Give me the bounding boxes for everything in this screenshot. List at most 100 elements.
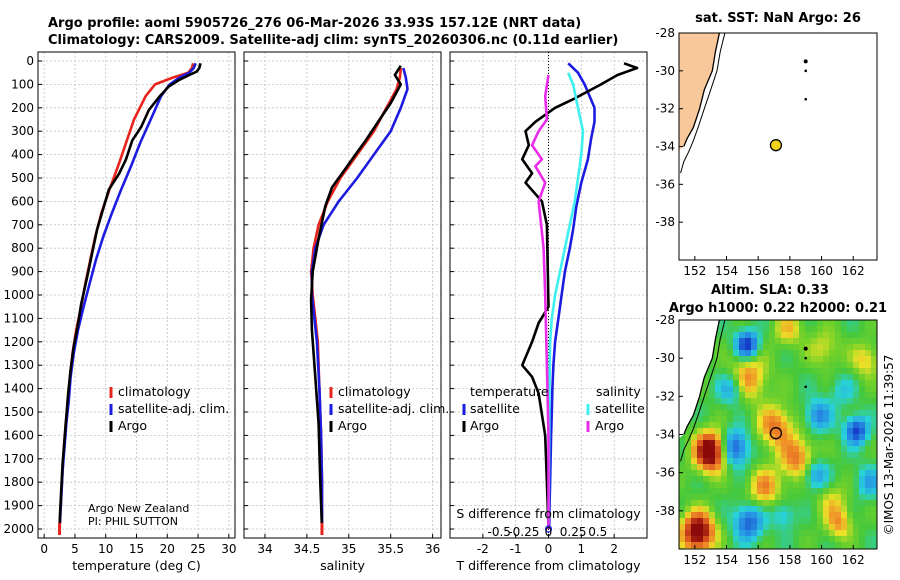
- sla-cell: [775, 350, 782, 357]
- sla-cell: [787, 476, 794, 483]
- sla-cell: [859, 362, 866, 369]
- sla-cell: [697, 458, 704, 465]
- sla-cell: [811, 362, 818, 369]
- sla-cell: [733, 542, 740, 549]
- sla-cell: [775, 500, 782, 507]
- sla-cell: [775, 434, 782, 441]
- sla-cell: [841, 470, 848, 477]
- sla-cell: [823, 470, 830, 477]
- salinity-xtick-label: 34.5: [294, 542, 321, 556]
- sal-legend-clim: climatology: [338, 384, 411, 399]
- sla-cell: [835, 398, 842, 405]
- sla-cell: [847, 536, 854, 543]
- sla-cell: [841, 350, 848, 357]
- sla-cell: [679, 476, 686, 483]
- sla-cell: [715, 362, 722, 369]
- sla-cell: [811, 326, 818, 333]
- sla-cell: [787, 398, 794, 405]
- sla-cell: [859, 404, 866, 411]
- sla-cell: [763, 332, 770, 339]
- depth-tick-label: 800: [11, 241, 34, 255]
- sla-cell: [733, 476, 740, 483]
- sla-cell: [871, 518, 877, 525]
- sla-cell: [865, 440, 872, 447]
- depth-tick-label: 1900: [3, 499, 34, 513]
- sla-cell: [703, 506, 710, 513]
- sla-cell: [847, 320, 854, 327]
- sla-cell: [757, 392, 764, 399]
- sla-cell: [823, 368, 830, 375]
- sla-cell: [853, 344, 860, 351]
- sla-cell: [823, 350, 830, 357]
- sla-cell: [865, 518, 872, 525]
- sla-cell: [691, 416, 698, 423]
- sst-map-xtick-label: 152: [683, 264, 706, 278]
- sla-cell: [817, 500, 824, 507]
- sla-cell: [823, 326, 830, 333]
- sla-cell: [733, 338, 740, 345]
- sla-cell: [829, 386, 836, 393]
- sla-cell: [871, 476, 877, 483]
- sla-cell: [703, 458, 710, 465]
- sla-cell: [793, 518, 800, 525]
- sla-cell: [859, 332, 866, 339]
- sla-cell: [865, 494, 872, 501]
- depth-tick-label: 1600: [3, 428, 34, 442]
- sla-cell: [763, 476, 770, 483]
- figure-title-line1: Argo profile: aoml 5905726_276 06-Mar-20…: [48, 16, 581, 31]
- sla-cell: [745, 446, 752, 453]
- sla-cell: [847, 398, 854, 405]
- sla-cell: [733, 464, 740, 471]
- sla-cell: [847, 470, 854, 477]
- sla-cell: [811, 464, 818, 471]
- sla-cell: [781, 374, 788, 381]
- depth-tick-label: 600: [11, 194, 34, 208]
- sla-cell: [829, 380, 836, 387]
- sla-cell: [781, 338, 788, 345]
- sla-cell: [775, 404, 782, 411]
- sla-cell: [817, 452, 824, 459]
- sla-cell: [769, 446, 776, 453]
- sla-cell: [829, 536, 836, 543]
- sla-cell: [769, 536, 776, 543]
- sla-cell: [787, 530, 794, 537]
- sla-cell: [829, 422, 836, 429]
- sla-cell: [763, 488, 770, 495]
- sla-cell: [757, 512, 764, 519]
- sla-cell: [817, 392, 824, 399]
- sla-cell: [775, 446, 782, 453]
- sla-cell: [805, 494, 812, 501]
- sla-cell: [715, 338, 722, 345]
- sla-cell: [829, 494, 836, 501]
- sla-cell: [853, 356, 860, 363]
- sla-cell: [715, 470, 722, 477]
- sla-cell: [703, 380, 710, 387]
- sla-cell: [787, 524, 794, 531]
- sla-cell: [793, 494, 800, 501]
- sla-cell: [775, 356, 782, 363]
- sla-cell: [853, 332, 860, 339]
- sla-cell: [715, 344, 722, 351]
- sla-cell: [841, 524, 848, 531]
- sla-cell: [757, 404, 764, 411]
- difference-series-salinity-satellite: [547, 72, 585, 530]
- sla-cell: [841, 392, 848, 399]
- sla-cell: [745, 362, 752, 369]
- sla-cell: [703, 398, 710, 405]
- sla-cell: [793, 446, 800, 453]
- sla-cell: [769, 398, 776, 405]
- sla-cell: [739, 542, 746, 549]
- sla-cell: [769, 350, 776, 357]
- sla-cell: [805, 332, 812, 339]
- sla-cell: [823, 458, 830, 465]
- sla-cell: [769, 386, 776, 393]
- sla-cell: [865, 428, 872, 435]
- sla-cell: [811, 344, 818, 351]
- sla-cell: [859, 398, 866, 405]
- sla-cell: [727, 464, 734, 471]
- sla-cell: [799, 542, 806, 549]
- sla-cell: [703, 374, 710, 381]
- sla-cell: [829, 392, 836, 399]
- sla-cell: [847, 500, 854, 507]
- sla-cell: [775, 452, 782, 459]
